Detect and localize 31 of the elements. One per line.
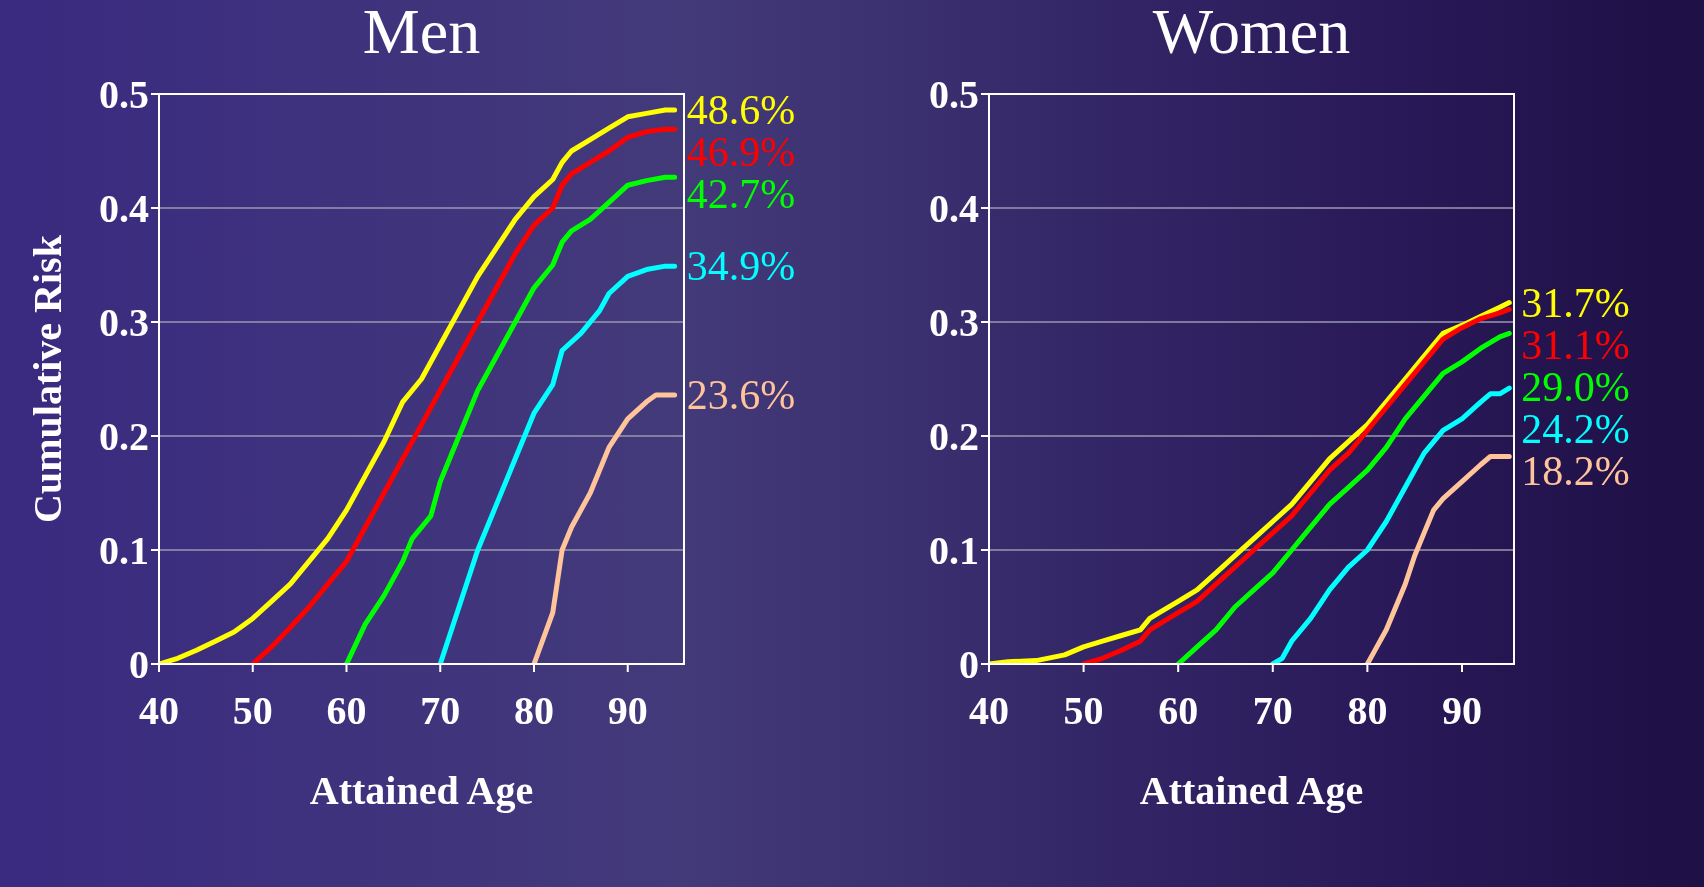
data-label: 23.6% bbox=[686, 371, 796, 418]
x-tick-label: 80 bbox=[1347, 688, 1388, 734]
y-tick-label: 0.5 bbox=[99, 72, 149, 118]
y-tick-label: 0 bbox=[129, 642, 149, 688]
x-tick-label: 90 bbox=[607, 688, 648, 734]
y-tick-label: 0.3 bbox=[99, 300, 149, 346]
chart-title: Men bbox=[361, 0, 482, 67]
data-label: 34.9% bbox=[686, 243, 796, 290]
x-tick-label: 60 bbox=[326, 688, 367, 734]
x-axis-title: Attained Age bbox=[309, 768, 534, 813]
x-tick-label: 70 bbox=[1252, 688, 1293, 734]
x-tick-label: 40 bbox=[969, 688, 1009, 734]
x-axis-title: Attained Age bbox=[1139, 768, 1364, 813]
y-tick-label: 0.3 bbox=[929, 300, 979, 346]
x-tick-label: 50 bbox=[232, 688, 273, 734]
y-tick-label: 0.4 bbox=[99, 186, 149, 232]
x-tick-label: 60 bbox=[1158, 688, 1199, 734]
x-tick-label: 80 bbox=[514, 688, 554, 734]
y-tick-label: 0.4 bbox=[929, 186, 979, 232]
x-tick-label: 50 bbox=[1063, 688, 1104, 734]
x-tick-label: 90 bbox=[1441, 688, 1482, 734]
y-tick-label: 0 bbox=[959, 642, 979, 688]
y-tick-label: 0.2 bbox=[929, 414, 979, 460]
y-tick-label: 0.5 bbox=[929, 72, 979, 118]
chart-title: Women bbox=[1151, 0, 1352, 67]
y-tick-label: 0.2 bbox=[99, 414, 149, 460]
y-tick-label: 0.1 bbox=[99, 528, 149, 574]
y-tick-label: 0.1 bbox=[929, 528, 979, 574]
x-tick-label: 40 bbox=[139, 688, 179, 734]
y-axis-title: Cumulative Risk bbox=[25, 234, 71, 523]
x-tick-label: 70 bbox=[420, 688, 461, 734]
